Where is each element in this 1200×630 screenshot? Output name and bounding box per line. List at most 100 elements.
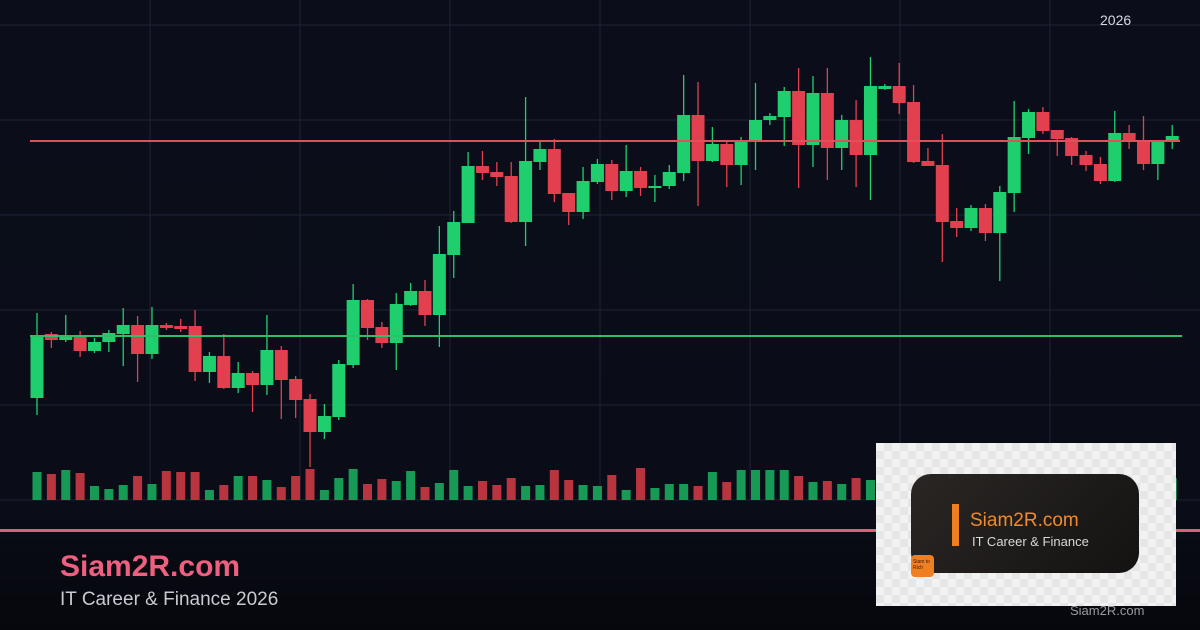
volume-bar bbox=[693, 486, 703, 500]
volume-bar bbox=[133, 476, 143, 500]
candle-down bbox=[1093, 164, 1107, 181]
volume-bar bbox=[621, 490, 631, 500]
candle-up bbox=[576, 181, 590, 212]
volume-bar bbox=[463, 486, 473, 500]
volume-bars bbox=[32, 468, 1177, 500]
candle-down bbox=[820, 93, 834, 148]
candle-down bbox=[720, 144, 734, 165]
candle-up bbox=[662, 172, 676, 186]
volume-bar bbox=[61, 470, 71, 500]
candle-down bbox=[188, 326, 202, 372]
logo-name: Siam2R.com bbox=[970, 510, 1079, 531]
volume-bar bbox=[319, 490, 329, 500]
volume-bar bbox=[377, 479, 387, 500]
volume-bar bbox=[219, 485, 229, 500]
volume-bar bbox=[779, 470, 789, 500]
candle-down bbox=[475, 166, 489, 173]
candle-up bbox=[389, 304, 403, 343]
candle-up bbox=[519, 161, 533, 222]
candle-down bbox=[907, 102, 921, 162]
candle-up bbox=[1022, 112, 1036, 138]
volume-bar bbox=[46, 474, 56, 500]
candle-up bbox=[806, 93, 820, 145]
volume-bar bbox=[535, 485, 545, 500]
candle-up bbox=[705, 144, 719, 161]
volume-bar bbox=[434, 483, 444, 500]
candle-down bbox=[361, 300, 375, 328]
volume-bar bbox=[176, 472, 186, 500]
candle-down bbox=[950, 221, 964, 228]
candle-down bbox=[691, 115, 705, 161]
volume-bar bbox=[837, 484, 847, 500]
logo-badge: Siam to Rich bbox=[911, 555, 934, 577]
candle-down bbox=[892, 86, 906, 103]
candle-down bbox=[418, 291, 432, 315]
candle-down bbox=[935, 165, 949, 222]
candle-up bbox=[231, 373, 245, 388]
candle-down bbox=[978, 208, 992, 233]
logo-image: Siam2R.com IT Career & Finance Siam to R… bbox=[876, 443, 1176, 606]
candle-up bbox=[964, 208, 978, 228]
candle-up bbox=[677, 115, 691, 173]
candle-down bbox=[504, 176, 518, 222]
volume-bar bbox=[822, 481, 832, 500]
divider-line bbox=[0, 529, 1200, 532]
candle-up bbox=[734, 141, 748, 165]
volume-bar bbox=[104, 489, 114, 500]
volume-bar bbox=[348, 469, 358, 500]
candle-up bbox=[317, 416, 331, 432]
chart-grid bbox=[0, 0, 1200, 501]
volume-bar bbox=[679, 484, 689, 500]
volume-bar bbox=[794, 476, 804, 500]
candle-up bbox=[533, 149, 547, 162]
volume-bar bbox=[736, 470, 746, 500]
volume-bar bbox=[75, 473, 85, 500]
candle-down bbox=[246, 373, 260, 385]
volume-bar bbox=[722, 482, 732, 500]
volume-bar bbox=[477, 481, 487, 500]
candle-down bbox=[1065, 138, 1079, 156]
volume-bar bbox=[765, 470, 775, 500]
volume-bar bbox=[851, 478, 861, 500]
logo-subtitle: IT Career & Finance bbox=[972, 534, 1089, 549]
volume-bar bbox=[492, 485, 502, 500]
candle-up bbox=[749, 120, 762, 142]
candle-up bbox=[87, 342, 101, 351]
candle-down bbox=[73, 337, 87, 351]
volume-bar bbox=[751, 470, 760, 500]
candle-up bbox=[116, 325, 130, 334]
candle-up bbox=[1151, 141, 1165, 164]
logo-accent-bar bbox=[952, 504, 959, 546]
volume-bar bbox=[363, 484, 373, 500]
candle-down bbox=[159, 325, 173, 328]
candle-up bbox=[102, 333, 116, 342]
candle-up bbox=[763, 116, 777, 120]
candle-down bbox=[274, 350, 288, 380]
candle-up bbox=[993, 192, 1007, 233]
volume-bar bbox=[636, 468, 646, 500]
tagline: IT Career & Finance 2026 bbox=[60, 589, 279, 610]
volume-bar bbox=[420, 487, 430, 500]
volume-bar bbox=[578, 485, 588, 500]
volume-bar bbox=[664, 484, 674, 500]
watermark: Siam2R.com bbox=[1070, 603, 1145, 618]
candle-down bbox=[174, 326, 188, 329]
volume-bar bbox=[506, 478, 516, 500]
candle-up bbox=[461, 166, 475, 223]
candle-down bbox=[490, 172, 504, 177]
volume-bar bbox=[32, 472, 42, 500]
candle-down bbox=[289, 379, 303, 400]
candle-down bbox=[1122, 133, 1136, 141]
volume-bar bbox=[334, 478, 344, 500]
volume-bar bbox=[707, 472, 717, 500]
volume-bar bbox=[808, 482, 818, 500]
volume-bar bbox=[262, 480, 272, 500]
candle-up bbox=[1007, 137, 1021, 193]
volume-bar bbox=[147, 484, 157, 500]
candle-down bbox=[1036, 112, 1050, 131]
candle-up bbox=[878, 86, 892, 89]
volume-bar bbox=[549, 470, 559, 500]
candle-down bbox=[849, 120, 863, 155]
volume-bar bbox=[248, 476, 258, 500]
candle-down bbox=[217, 356, 231, 388]
